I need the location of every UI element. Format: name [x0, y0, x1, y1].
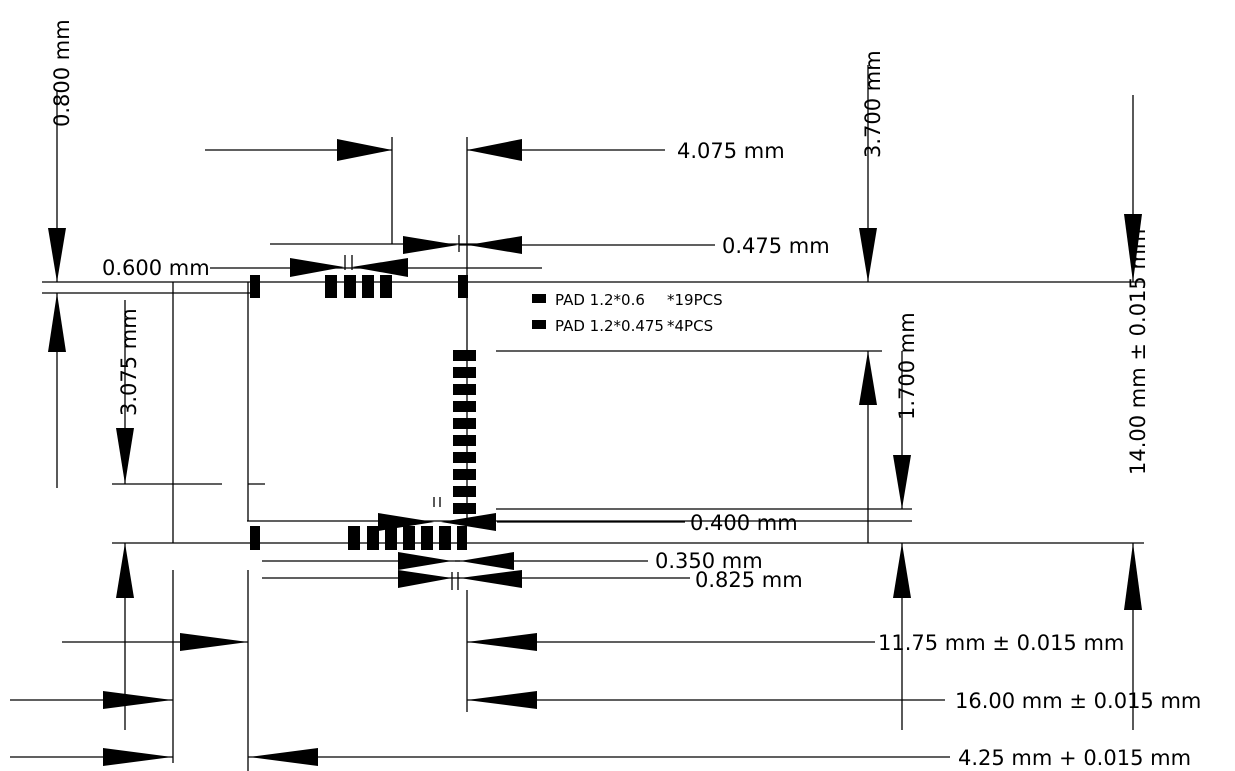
pad [453, 469, 476, 480]
arrowheads [48, 139, 1142, 766]
arrow-left-0400 [441, 513, 496, 531]
legend-count: *19PCS [667, 291, 723, 309]
reference-lines [42, 65, 1144, 771]
dimension-label: 0.400 mm [690, 511, 798, 535]
legend: PAD 1.2*0.6 *19PCS PAD 1.2*0.475 *4PCS [532, 291, 723, 335]
arrow-down-1400 [1124, 214, 1142, 282]
arrow-up-1700 [859, 351, 877, 405]
arrow-left-1600 [467, 691, 537, 709]
arrow-up-1400 [1124, 543, 1142, 610]
pad [458, 275, 468, 298]
pad [367, 526, 379, 550]
arrow-right-0600 [290, 258, 344, 277]
dimension-label: 0.475 mm [722, 234, 830, 258]
dimension-label: 3.700 mm [861, 50, 885, 158]
legend-label: PAD 1.2*0.6 [555, 291, 645, 309]
pad [421, 526, 433, 550]
dimension-16-00: 16.00 mm ± 0.015 mm [955, 689, 1201, 713]
arrow-down-3075 [116, 428, 134, 484]
pad [403, 526, 415, 550]
arrow-left-0425 [249, 748, 318, 766]
arrow-right-1600 [103, 691, 172, 709]
pad [380, 275, 392, 298]
arrow-right-0475 [403, 236, 458, 254]
pad [250, 275, 260, 298]
pad [453, 350, 476, 361]
dimension-label: 3.075 mm [117, 308, 141, 416]
arrow-down-1700 [893, 455, 911, 509]
arrow-down-3700 [859, 228, 877, 282]
pad [457, 526, 467, 550]
pad [439, 526, 451, 550]
arrow-up-0800 [48, 293, 66, 352]
arrow-right-4075 [337, 139, 392, 161]
pad [453, 503, 476, 514]
pads [250, 275, 476, 550]
arrow-right-0350 [398, 552, 452, 570]
dimension-11-75: 11.75 mm ± 0.015 mm [878, 631, 1124, 655]
pad [453, 452, 476, 463]
dimension-label: 0.825 mm [695, 568, 803, 592]
toleranced-dimensions: 14.00 mm ± 0.015 mm 11.75 mm ± 0.015 mm … [878, 229, 1201, 770]
arrow-left-0475 [468, 236, 522, 254]
arrow-down-0800 [48, 228, 66, 282]
pad [453, 384, 476, 395]
dimension-label: 4.075 mm [677, 139, 785, 163]
pad [325, 275, 337, 298]
dimension-label: 0.800 mm [50, 19, 74, 127]
legend-count: *4PCS [667, 317, 713, 335]
pad [453, 435, 476, 446]
legend-swatch [532, 320, 546, 329]
pad [250, 526, 260, 550]
arrow-right-0425 [103, 748, 172, 766]
dimension-labels: 0.800 mm 3.700 mm 3.075 mm 1.700 mm 4.07… [50, 19, 919, 592]
arrow-left-0600 [352, 258, 408, 277]
arrow-up-1175 [893, 543, 911, 598]
arrow-left-0825 [460, 570, 522, 588]
dimension-14-00: 14.00 mm ± 0.015 mm [1126, 229, 1150, 475]
arrow-right-1175 [180, 633, 248, 651]
arrow-right-0825 [398, 570, 452, 588]
arrow-left-0350 [460, 552, 514, 570]
pad [453, 486, 476, 497]
legend-label: PAD 1.2*0.475 [555, 317, 664, 335]
pad [362, 275, 374, 298]
dimension-label: 0.350 mm [655, 549, 763, 573]
dimension-4-25: 4.25 mm + 0.015 mm [958, 746, 1191, 770]
arrow-left-1175 [467, 633, 537, 651]
dimension-label: 1.700 mm [895, 312, 919, 420]
pad [348, 526, 360, 550]
pad [453, 418, 476, 429]
arrow-up-3075 [116, 543, 134, 598]
legend-swatch [532, 294, 546, 303]
pad [344, 275, 356, 298]
pad [453, 367, 476, 378]
dimension-label: 0.600 mm [102, 256, 210, 280]
arrow-left-4075 [467, 139, 522, 161]
pad [385, 526, 397, 550]
pad [453, 401, 476, 412]
